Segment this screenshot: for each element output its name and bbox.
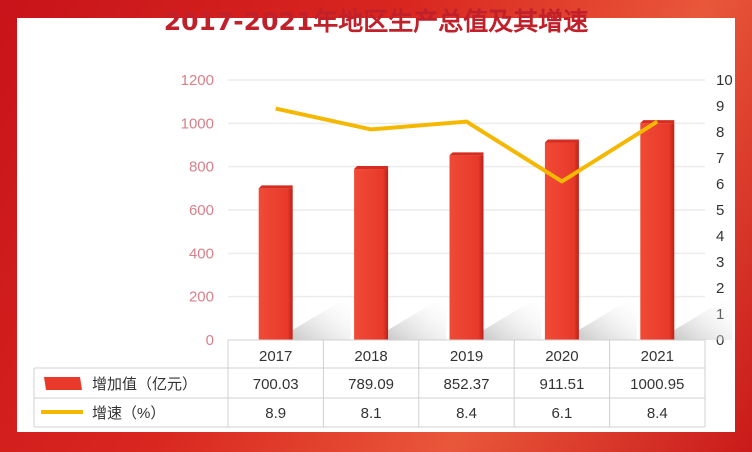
line-value-label: 8.4 xyxy=(456,405,477,422)
category-label: 2019 xyxy=(450,348,483,365)
category-label: 2021 xyxy=(641,348,674,365)
bar-top xyxy=(449,152,484,156)
legend-bar-swatch xyxy=(44,377,82,390)
right-axis-tick-label: 5 xyxy=(716,202,724,219)
bar-value-label: 852.37 xyxy=(444,376,490,393)
bar-top xyxy=(354,166,389,170)
bar-value-label: 911.51 xyxy=(540,376,585,393)
right-axis-tick-label: 2 xyxy=(716,280,724,297)
bar-shadow xyxy=(674,295,733,340)
line-value-label: 8.9 xyxy=(265,405,286,422)
right-axis-tick-label: 10 xyxy=(716,72,733,89)
category-label: 2020 xyxy=(545,348,578,365)
bar xyxy=(258,188,293,340)
bar-value-label: 789.09 xyxy=(348,376,394,393)
left-axis-tick-label: 1000 xyxy=(181,115,214,132)
right-axis-tick-label: 8 xyxy=(716,124,724,141)
bar-shadow xyxy=(388,295,447,340)
right-axis-tick-label: 3 xyxy=(716,254,724,271)
bar-value-label: 700.03 xyxy=(253,376,299,393)
right-axis-tick-label: 9 xyxy=(716,98,724,115)
bar-top xyxy=(258,185,293,189)
bar xyxy=(354,169,389,340)
bar xyxy=(449,155,484,340)
legend-line-label: 增速（%） xyxy=(92,405,165,422)
line-value-label: 8.4 xyxy=(647,405,668,422)
category-label: 2018 xyxy=(354,348,387,365)
bar-shadow xyxy=(483,295,542,340)
right-axis-tick-label: 7 xyxy=(716,150,724,167)
legend-bar-label: 增加值（亿元） xyxy=(92,376,197,393)
right-axis-tick-label: 6 xyxy=(716,176,724,193)
growth-line xyxy=(275,106,659,184)
left-axis-tick-label: 800 xyxy=(189,159,214,176)
line-value-label: 8.1 xyxy=(361,405,382,422)
category-label: 2017 xyxy=(259,348,292,365)
chart-title: 2017-2021年地区生产总值及其增速 xyxy=(163,7,589,36)
left-axis-tick-label: 600 xyxy=(189,202,214,219)
left-axis-tick-label: 400 xyxy=(189,245,214,262)
bar-value-label: 1000.95 xyxy=(630,376,684,393)
left-axis-tick-label: 1200 xyxy=(181,72,214,89)
right-axis-tick-label: 0 xyxy=(716,332,724,349)
bar-shadow xyxy=(292,295,351,340)
bar xyxy=(640,123,675,340)
bar-top xyxy=(544,139,579,143)
line-value-label: 6.1 xyxy=(551,405,572,422)
bar-shadow xyxy=(578,295,637,340)
left-axis-tick-label: 0 xyxy=(206,332,214,349)
left-axis-tick-label: 200 xyxy=(189,289,214,306)
right-axis-tick-label: 4 xyxy=(716,228,724,245)
